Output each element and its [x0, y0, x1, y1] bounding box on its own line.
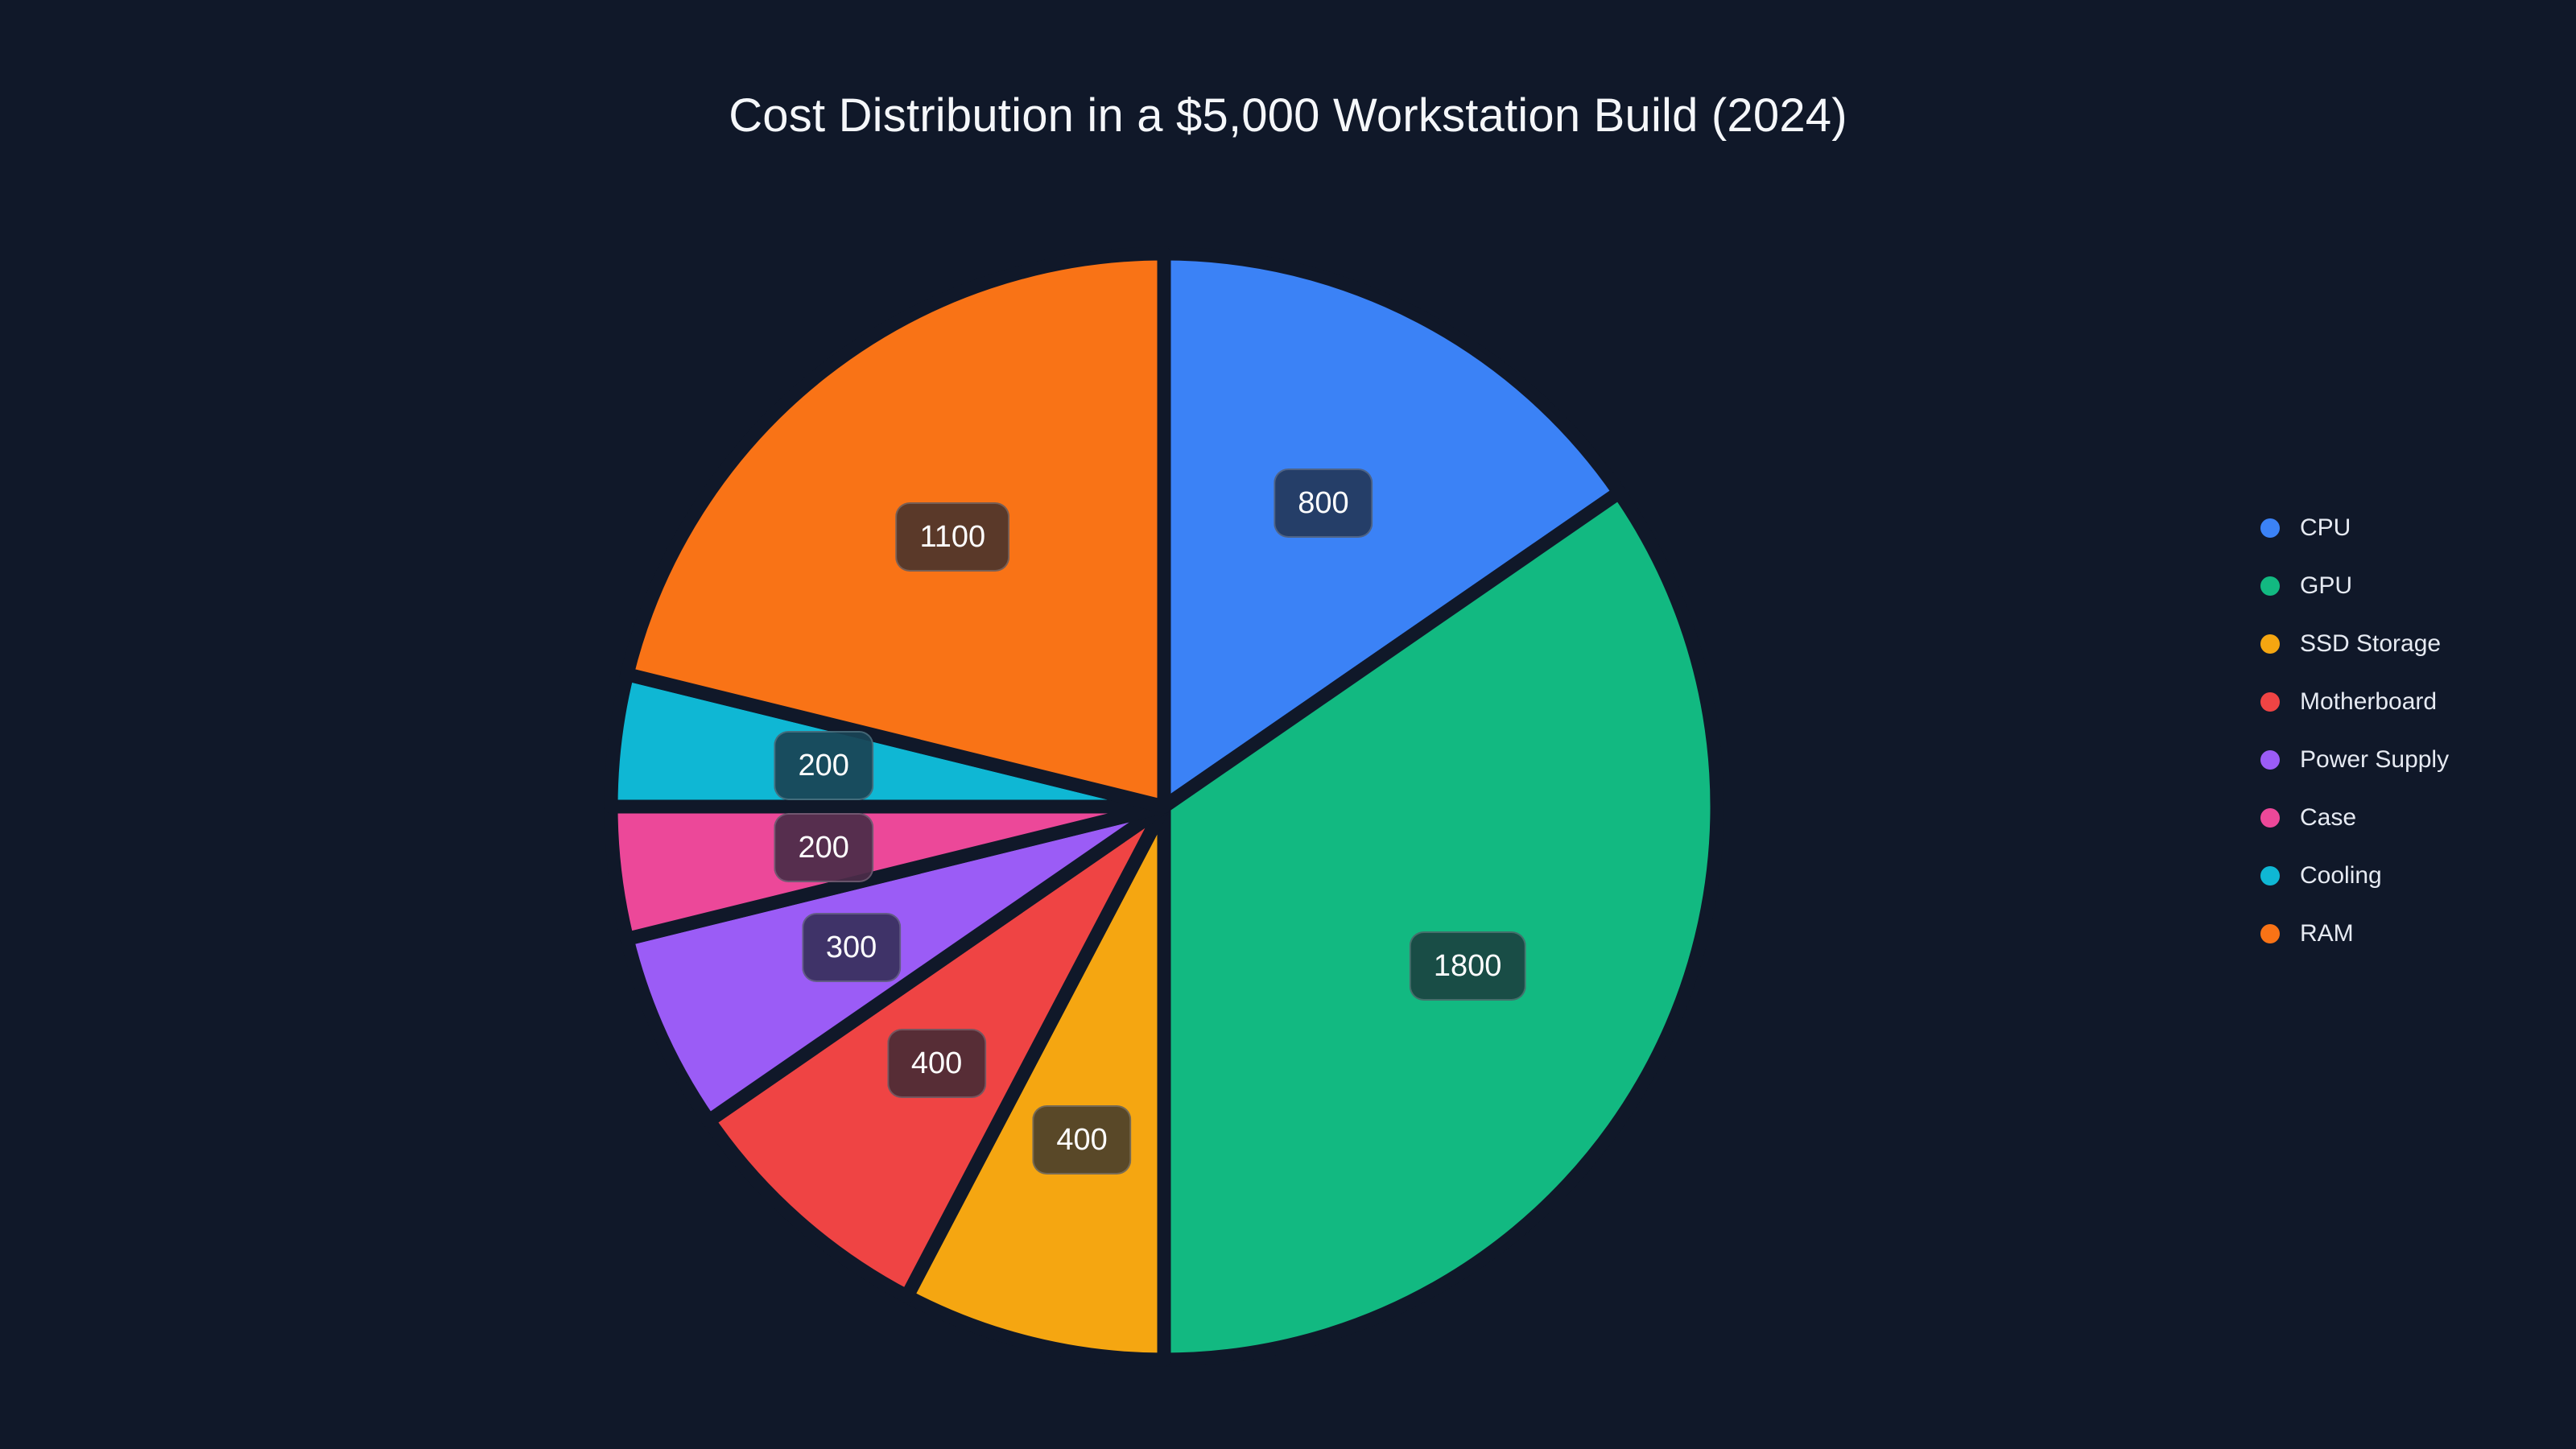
legend-item-label: GPU: [2300, 572, 2353, 599]
legend-item-label: SSD Storage: [2300, 630, 2442, 657]
legend-item[interactable]: Case: [2260, 789, 2550, 847]
pie-value-label: 300: [801, 912, 902, 982]
legend-item[interactable]: CPU: [2260, 499, 2550, 557]
pie-value-label: 1100: [895, 502, 1010, 572]
pie-value-label: 400: [1032, 1104, 1132, 1174]
pie-value-label: 200: [774, 813, 873, 883]
legend-item-label: Power Supply: [2300, 746, 2450, 773]
legend-item[interactable]: RAM: [2260, 905, 2550, 963]
legend-item[interactable]: Motherboard: [2260, 673, 2550, 731]
legend-item-label: Motherboard: [2300, 688, 2438, 715]
legend-item[interactable]: SSD Storage: [2260, 615, 2550, 673]
legend-item-label: Case: [2300, 804, 2357, 831]
pie-value-label: 400: [886, 1028, 987, 1098]
legend-color-swatch-icon: [2260, 576, 2280, 596]
legend-color-swatch-icon: [2260, 808, 2280, 828]
chart-title: Cost Distribution in a $5,000 Workstatio…: [729, 89, 1847, 142]
legend: CPU GPU SSD Storage Motherboard Power Supply…: [2260, 499, 2550, 963]
legend-item-label: Cooling: [2300, 862, 2382, 889]
legend-color-swatch-icon: [2260, 866, 2280, 886]
legend-item[interactable]: GPU: [2260, 557, 2550, 615]
pie-slice[interactable]: [1157, 246, 1626, 814]
legend-item[interactable]: Power Supply: [2260, 731, 2550, 789]
legend-color-swatch-icon: [2260, 518, 2280, 538]
legend-color-swatch-icon: [2260, 750, 2280, 770]
pie-slice-group: [604, 246, 1724, 1367]
legend-item[interactable]: Cooling: [2260, 847, 2550, 905]
pie-value-label: 200: [774, 730, 873, 800]
pie-value-label: 1800: [1409, 931, 1526, 1001]
legend-color-swatch-icon: [2260, 692, 2280, 712]
legend-color-swatch-icon: [2260, 634, 2280, 654]
legend-item-label: RAM: [2300, 920, 2354, 947]
legend-item-label: CPU: [2300, 514, 2351, 541]
pie-value-label: 800: [1274, 468, 1373, 538]
pie-slice[interactable]: [1157, 485, 1724, 1367]
pie-slice[interactable]: [900, 799, 1171, 1367]
legend-color-swatch-icon: [2260, 924, 2280, 943]
